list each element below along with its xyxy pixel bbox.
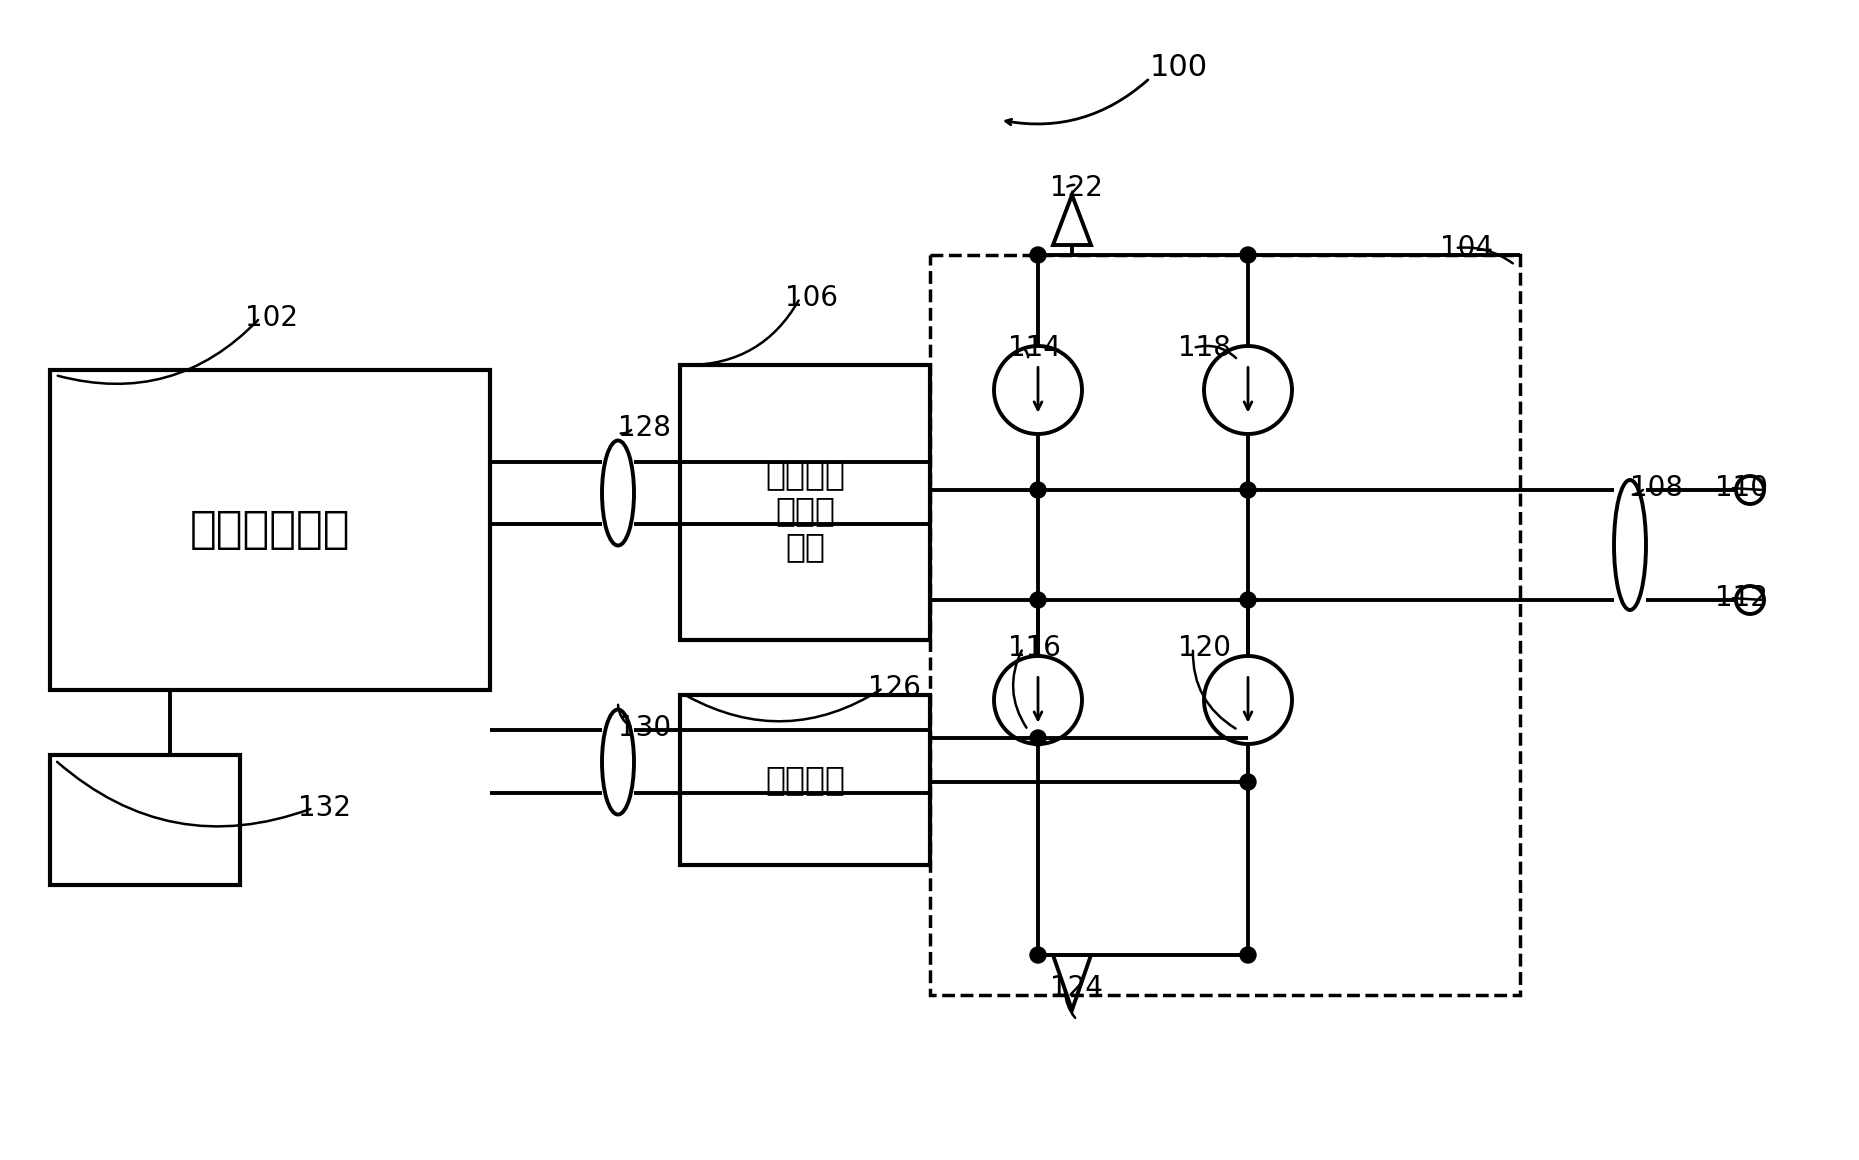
Circle shape [1030,592,1047,608]
Bar [680,365,930,640]
Text: 130: 130 [617,715,671,742]
Circle shape [1030,947,1047,963]
Bar [50,370,491,690]
Text: 120: 120 [1179,635,1231,662]
Text: 126: 126 [868,674,920,702]
Text: 122: 122 [1050,174,1102,202]
Circle shape [1030,247,1047,263]
Text: 电压模式: 电压模式 [766,458,846,491]
Text: 112: 112 [1716,583,1768,612]
Text: 128: 128 [617,414,671,442]
Text: 110: 110 [1716,474,1768,502]
Text: 104: 104 [1441,234,1493,262]
Text: 124: 124 [1050,974,1102,1002]
Text: 控制电路: 控制电路 [766,763,846,797]
Text: 102: 102 [245,304,297,332]
Text: 电路: 电路 [784,530,825,563]
Circle shape [1240,947,1257,963]
Text: 100: 100 [1151,53,1208,82]
Text: 116: 116 [1008,635,1061,662]
Text: 114: 114 [1008,334,1061,362]
Circle shape [1030,483,1047,498]
Circle shape [1240,483,1257,498]
Bar [680,695,930,865]
Text: 118: 118 [1179,334,1231,362]
Text: 108: 108 [1630,474,1682,502]
Bar [930,255,1521,995]
Text: 驱动器: 驱动器 [775,494,835,527]
Text: 132: 132 [297,793,351,822]
Circle shape [1240,247,1257,263]
Text: 106: 106 [784,284,838,312]
Circle shape [1030,730,1047,746]
Circle shape [1240,592,1257,608]
Text: 预驱动器电路: 预驱动器电路 [190,508,349,551]
Circle shape [1240,774,1257,790]
Bar [50,755,240,885]
